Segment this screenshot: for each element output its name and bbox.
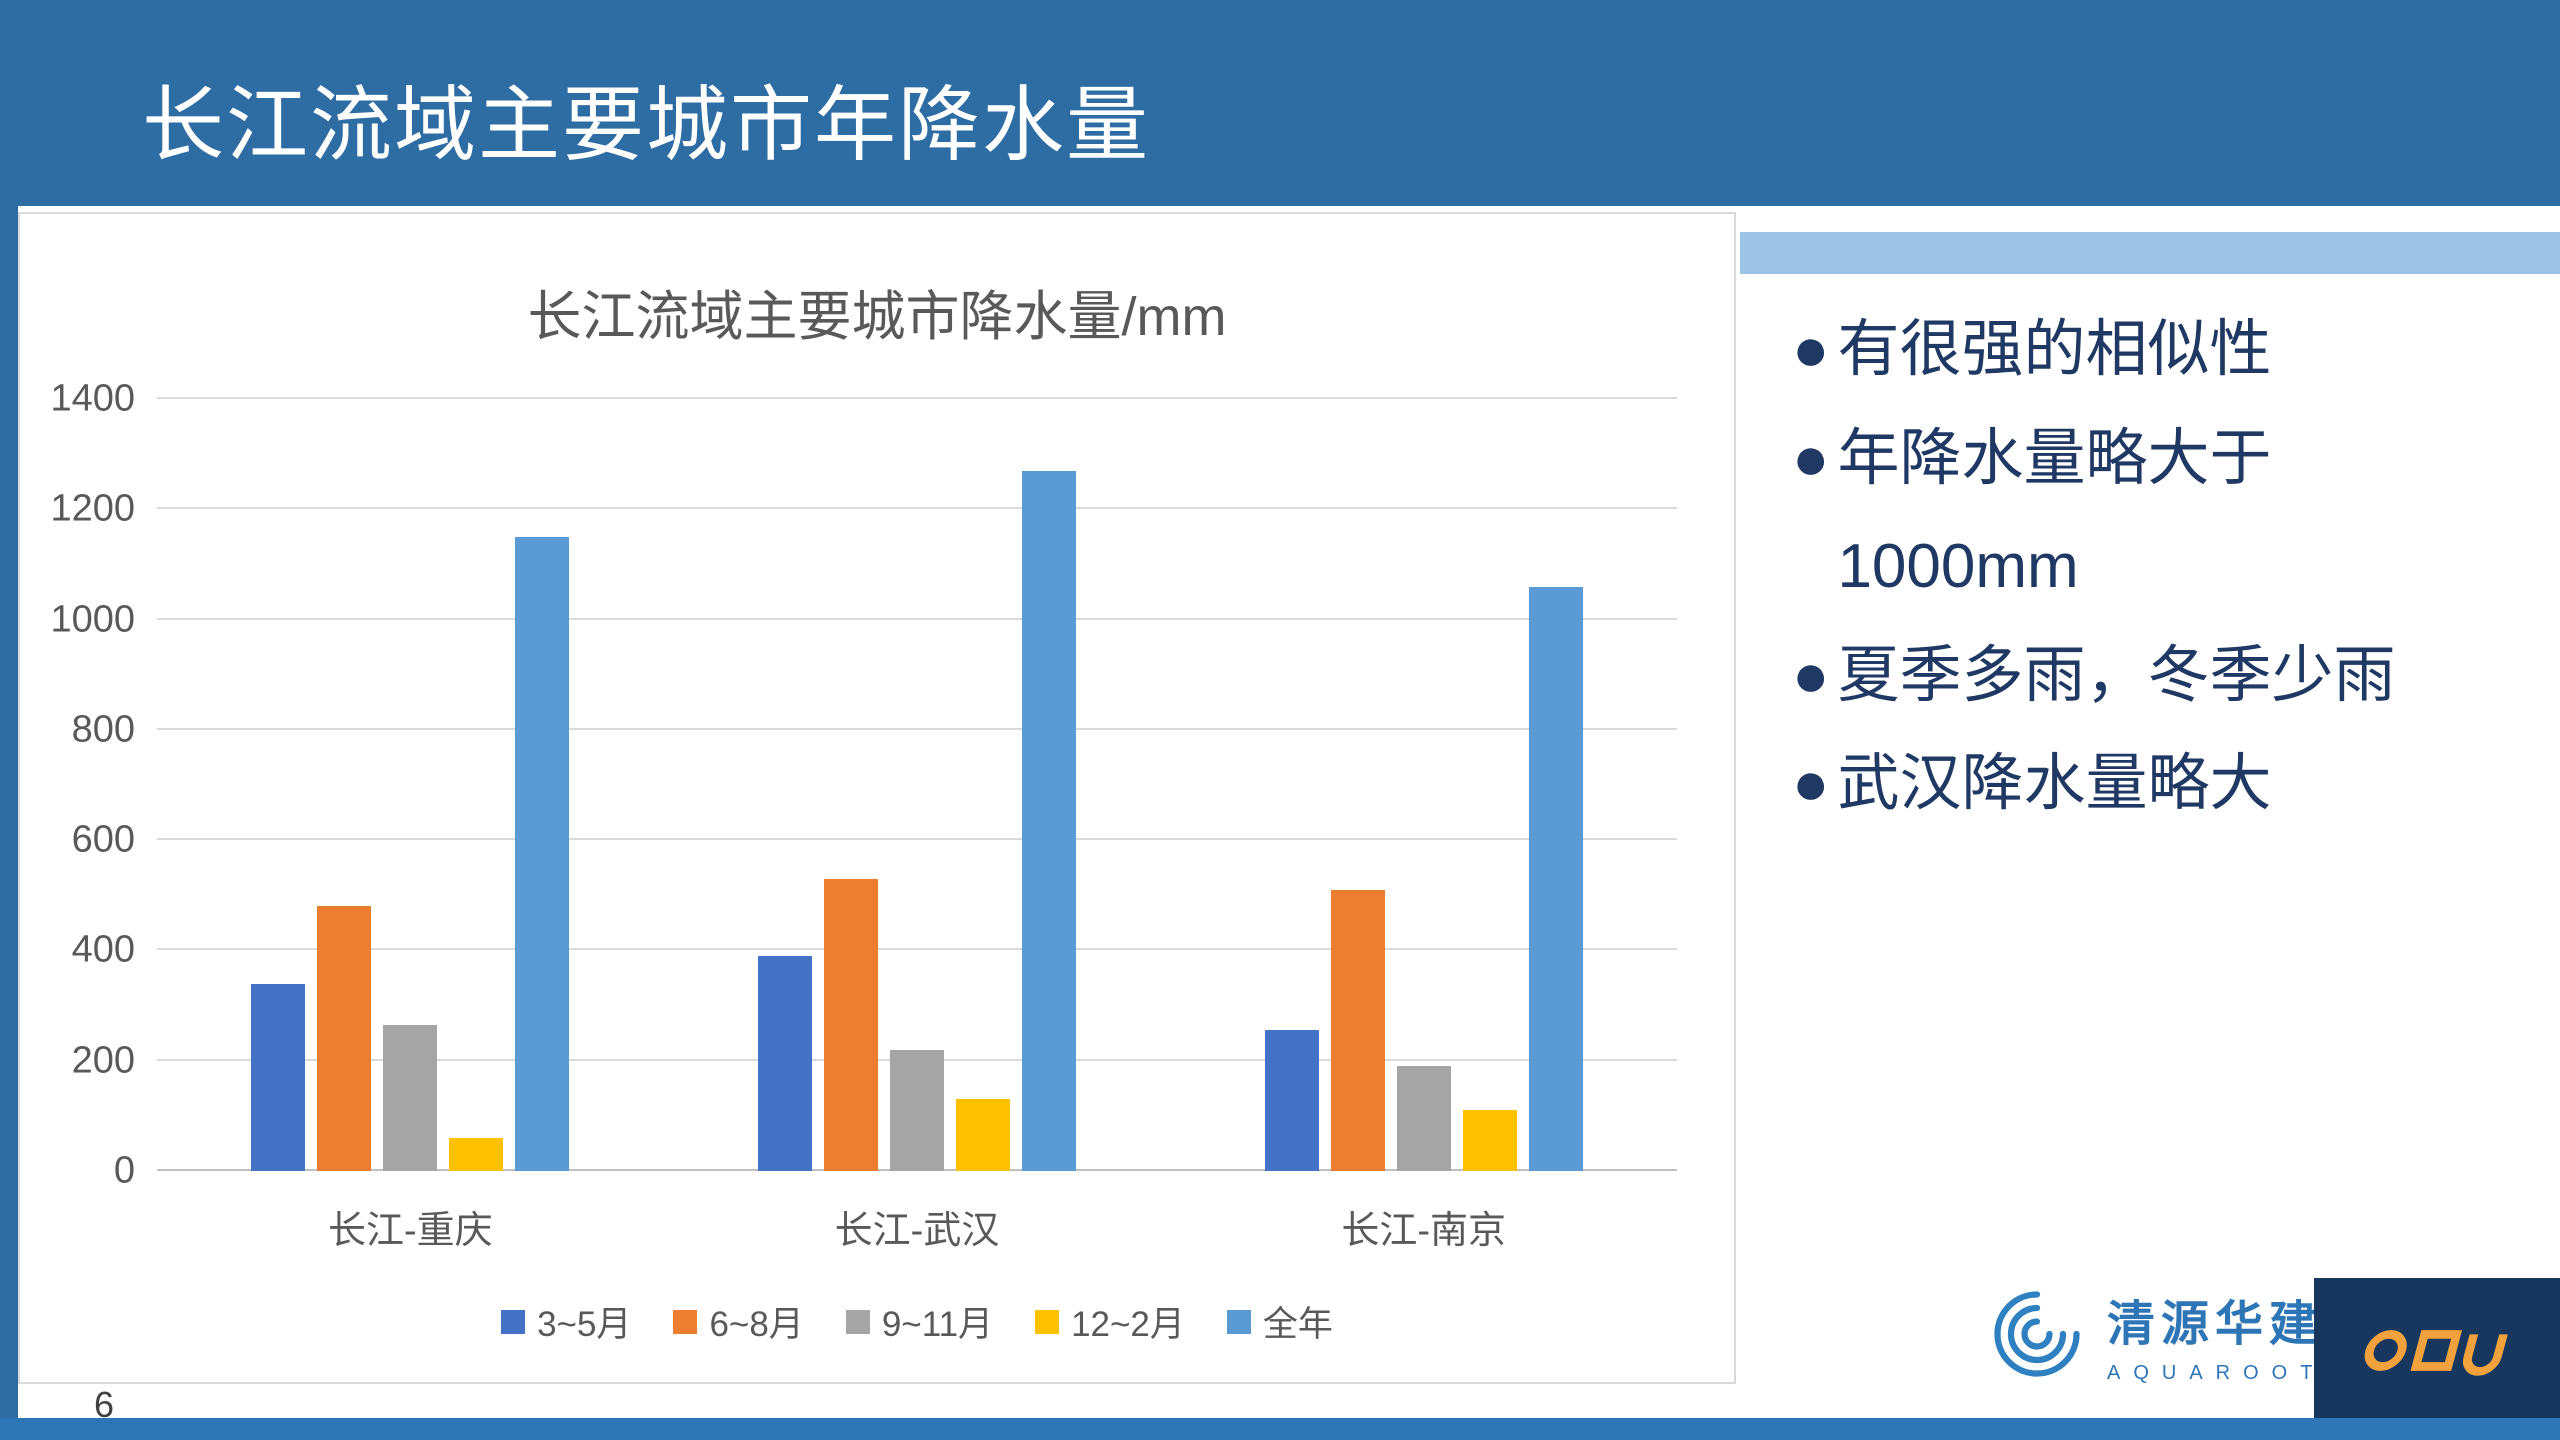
gridline bbox=[157, 507, 1677, 510]
bullet-text: 年降水量略大于 1000mm bbox=[1837, 423, 2272, 602]
brand-name: 清源华建 bbox=[2107, 1297, 2324, 1351]
bar-9~11月-长江-重庆 bbox=[383, 1024, 438, 1171]
bullet-dot-icon: ● bbox=[1792, 423, 1830, 493]
bullet-dot-icon: ● bbox=[1792, 315, 1830, 384]
bullet-item: ● 有很强的相似性 bbox=[1792, 296, 2552, 405]
legend-label: 9~11月 bbox=[881, 1305, 994, 1344]
x-axis-labels: 长江-重庆 长江-武汉 长江-南京 bbox=[157, 1199, 1677, 1254]
bar-3~5月-长江-重庆 bbox=[251, 983, 306, 1171]
y-tick-label: 600 bbox=[71, 818, 135, 861]
legend-item-全年: 全年 bbox=[1226, 1296, 1333, 1347]
bar-group-长江-重庆 bbox=[157, 399, 664, 1171]
bar-6~8月-长江-南京 bbox=[1330, 889, 1385, 1171]
chart-panel: 长江流域主要城市降水量/mm 0 200 400 600 800 1000 1200 1400… bbox=[18, 212, 1736, 1384]
partner-logo-icon bbox=[2364, 1330, 2508, 1376]
bar-6~8月-长江-重庆 bbox=[317, 906, 372, 1171]
y-tick-label: 800 bbox=[71, 708, 135, 751]
bar-group-长江-武汉 bbox=[664, 399, 1171, 1171]
footer-bar bbox=[0, 1418, 2560, 1440]
y-tick-label: 1400 bbox=[50, 377, 135, 420]
bar-3~5月-长江-武汉 bbox=[758, 955, 812, 1171]
brand-subtitle: AQUAROOT bbox=[2107, 1361, 2326, 1384]
legend-swatch bbox=[501, 1309, 526, 1334]
legend-item-6~8月: 6~8月 bbox=[673, 1296, 804, 1347]
bullet-dot-icon: ● bbox=[1792, 749, 1830, 818]
legend-label: 12~2月 bbox=[1071, 1305, 1185, 1344]
chart-title: 长江流域主要城市降水量/mm bbox=[527, 287, 1227, 347]
y-tick-label: 0 bbox=[113, 1149, 135, 1192]
y-tick-label: 400 bbox=[71, 928, 135, 971]
slide-title: 长江流域主要城市年降水量 bbox=[142, 80, 1151, 171]
page-number: 6 bbox=[94, 1384, 115, 1425]
brand-logo: 清源华建 AQUAROOT bbox=[1985, 1282, 2325, 1386]
legend-label: 6~8月 bbox=[709, 1305, 804, 1344]
bar-group-长江-南京 bbox=[1170, 399, 1677, 1171]
y-tick-label: 1200 bbox=[50, 487, 135, 530]
brand-text: 清源华建 AQUAROOT bbox=[2107, 1284, 2325, 1385]
x-category-label: 长江-武汉 bbox=[834, 1210, 1000, 1252]
gridline bbox=[157, 727, 1677, 730]
bar-12~2月-长江-重庆 bbox=[449, 1137, 504, 1171]
legend-swatch bbox=[1035, 1309, 1060, 1334]
bullet-text: 有很强的相似性 bbox=[1837, 315, 2272, 384]
bullet-item: ● 武汉降水量略大 bbox=[1792, 730, 2552, 839]
legend-label: 3~5月 bbox=[537, 1305, 632, 1344]
left-accent-stripe bbox=[0, 0, 18, 1440]
bullet-dot-icon: ● bbox=[1792, 640, 1830, 710]
gridline bbox=[157, 838, 1677, 841]
legend-swatch bbox=[845, 1309, 870, 1334]
x-category-label: 长江-南京 bbox=[1341, 1210, 1506, 1252]
bar-9~11月-长江-南京 bbox=[1396, 1066, 1451, 1171]
y-tick-label: 1000 bbox=[50, 598, 135, 641]
x-category-label: 长江-重庆 bbox=[328, 1210, 493, 1252]
legend-swatch bbox=[1226, 1309, 1251, 1334]
bar-全年-长江-重庆 bbox=[515, 536, 570, 1171]
bar-12~2月-长江-南京 bbox=[1462, 1110, 1517, 1171]
bar-3~5月-长江-南京 bbox=[1264, 1030, 1319, 1171]
bullet-list: ● 有很强的相似性 ● 年降水量略大于 1000mm ● 夏季多雨，冬季少雨 ●… bbox=[1792, 296, 2552, 839]
bullet-item: ● 年降水量略大于 1000mm bbox=[1792, 405, 2552, 622]
bar-6~8月-长江-武汉 bbox=[824, 878, 878, 1171]
legend-item-3~5月: 3~5月 bbox=[501, 1296, 631, 1347]
bullet-text: 武汉降水量略大 bbox=[1837, 749, 2272, 818]
bullet-text: 夏季多雨，冬季少雨 bbox=[1837, 640, 2396, 710]
bar-12~2月-长江-武汉 bbox=[956, 1099, 1010, 1171]
bar-全年-长江-武汉 bbox=[1022, 470, 1076, 1171]
bar-9~11月-长江-武汉 bbox=[890, 1049, 944, 1171]
gridline bbox=[157, 948, 1677, 951]
partner-logo bbox=[2314, 1278, 2560, 1418]
bullet-item: ● 夏季多雨，冬季少雨 bbox=[1792, 622, 2552, 731]
aquaroot-spiral-icon bbox=[1994, 1291, 2080, 1377]
gridline bbox=[157, 397, 1677, 399]
right-accent-band bbox=[1740, 232, 2560, 274]
legend-item-9~11月: 9~11月 bbox=[845, 1296, 994, 1347]
plot-area: 0 200 400 600 800 1000 1200 1400 bbox=[50, 378, 1677, 1192]
y-tick-label: 200 bbox=[71, 1039, 135, 1082]
chart-legend: 3~5月 6~8月 9~11月 12~2月 全年 bbox=[157, 1296, 1677, 1347]
legend-item-12~2月: 12~2月 bbox=[1035, 1296, 1185, 1347]
legend-label: 全年 bbox=[1262, 1305, 1333, 1344]
bar-groups bbox=[157, 399, 1677, 1171]
slide-header bbox=[0, 0, 2560, 206]
legend-swatch bbox=[673, 1309, 698, 1334]
bar-全年-长江-南京 bbox=[1528, 586, 1583, 1171]
gridline bbox=[157, 617, 1677, 620]
